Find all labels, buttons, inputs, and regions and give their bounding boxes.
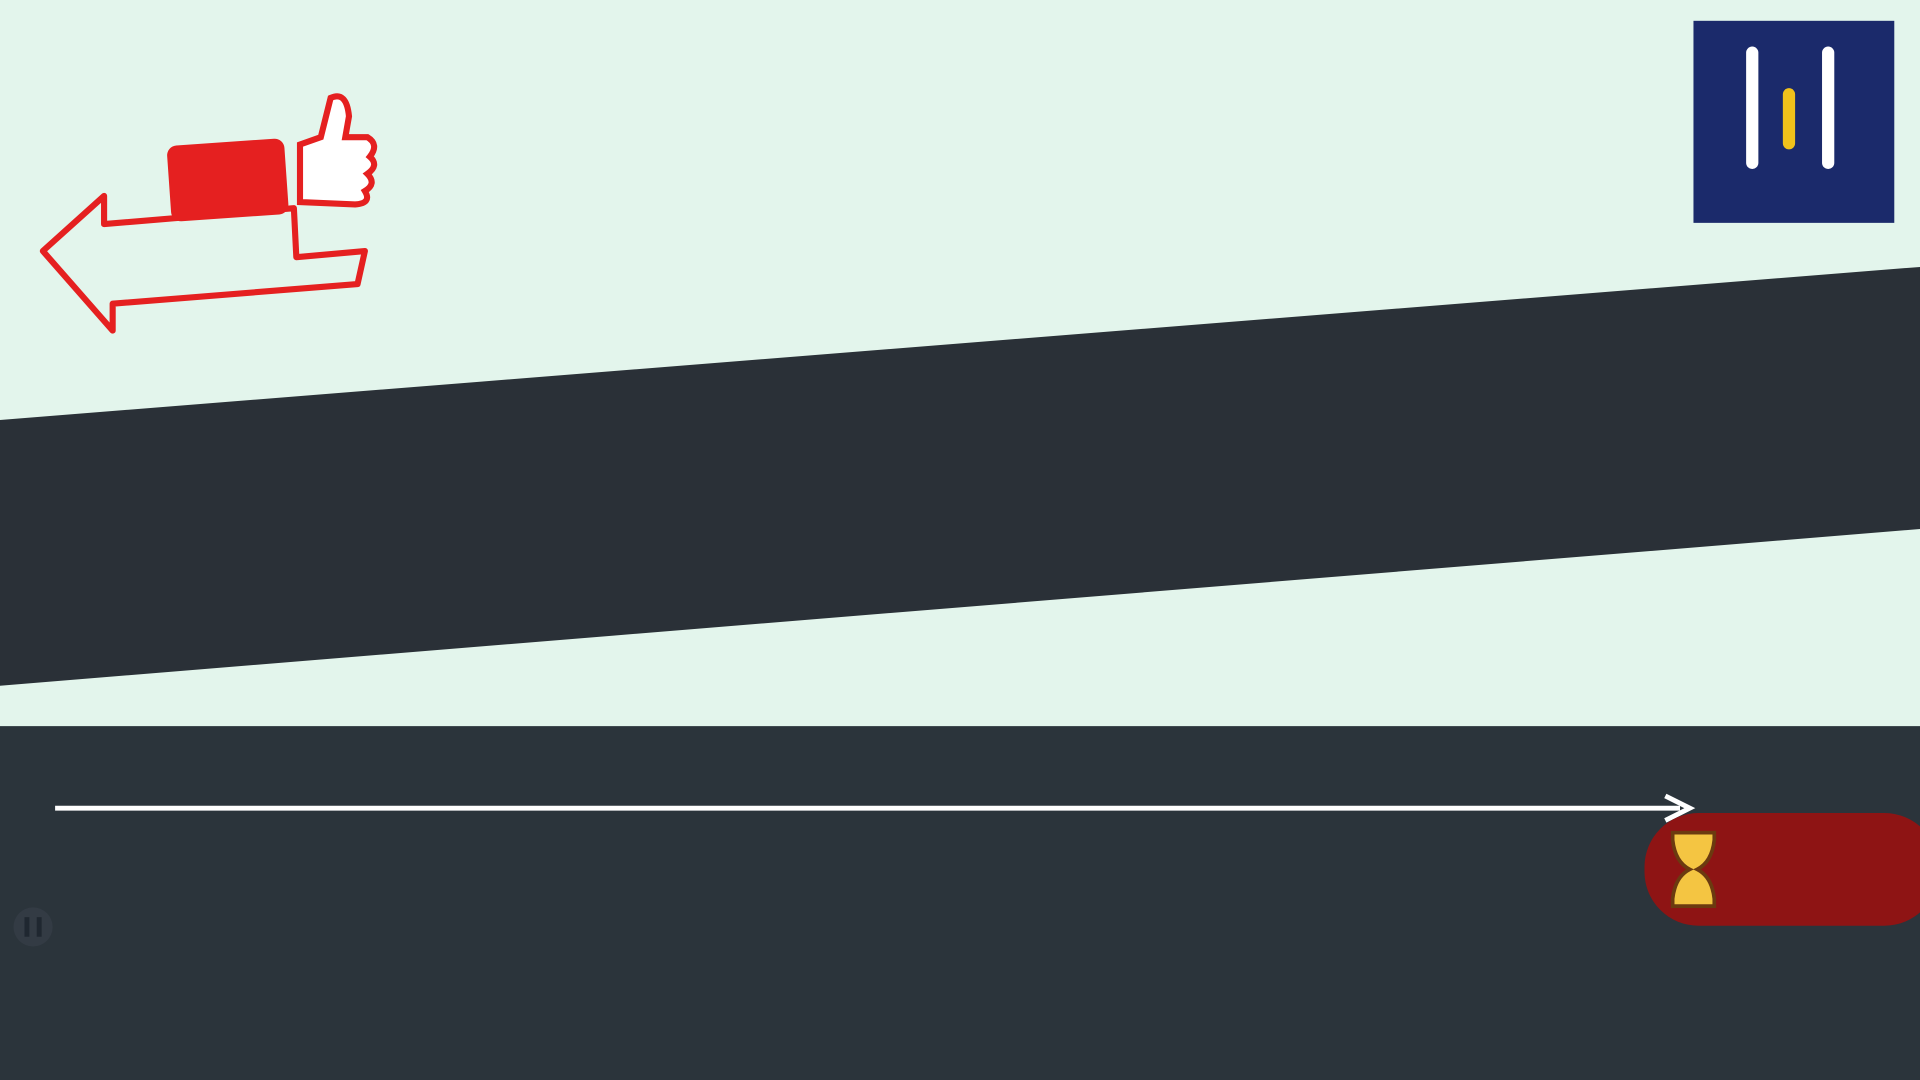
pause-icon: [36, 917, 42, 937]
bottom-panel: [0, 726, 1920, 1080]
logo-bar: [1822, 46, 1835, 169]
pause-icon: [24, 917, 30, 937]
banner-band: [0, 266, 1920, 686]
thumbs-up: [296, 93, 378, 208]
logo-bar: [1746, 46, 1759, 169]
badge-bg: [1644, 813, 1920, 926]
like-box: [167, 138, 289, 222]
timeline: [55, 793, 1696, 823]
like-subscribe[interactable]: [39, 93, 378, 334]
logo-bar: [1782, 88, 1796, 150]
duration-badge: [1644, 813, 1920, 926]
timeline-arrow: [1664, 793, 1696, 823]
hourglass: [1670, 830, 1717, 908]
arrow-outline: [39, 192, 368, 334]
pause-button[interactable]: [13, 907, 53, 947]
logo: [1693, 20, 1895, 223]
